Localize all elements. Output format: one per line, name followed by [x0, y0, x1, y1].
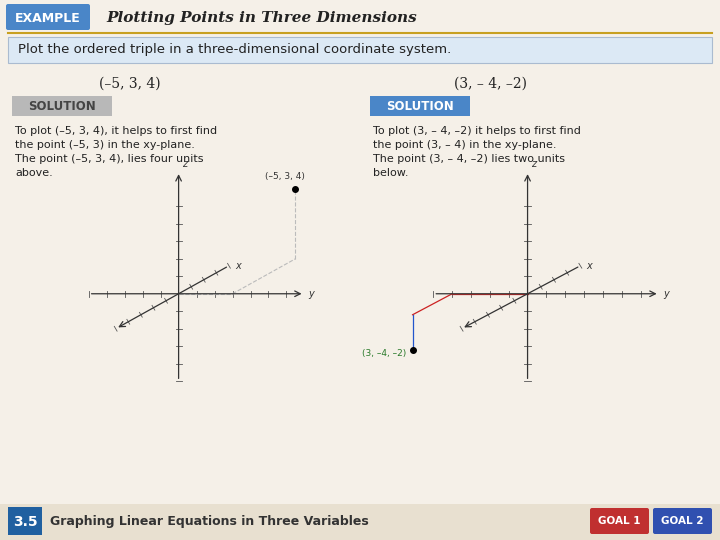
Text: EXAMPLE: EXAMPLE	[15, 11, 81, 24]
Text: y: y	[308, 289, 314, 299]
Text: x: x	[587, 261, 593, 271]
Text: SOLUTION: SOLUTION	[386, 99, 454, 112]
Text: (–5, 3, 4): (–5, 3, 4)	[99, 77, 161, 91]
Text: the point (–5, 3) in the xy-plane.: the point (–5, 3) in the xy-plane.	[15, 140, 195, 150]
Text: the point (3, – 4) in the xy-plane.: the point (3, – 4) in the xy-plane.	[373, 140, 557, 150]
Text: y: y	[664, 289, 670, 299]
Text: 3.5: 3.5	[13, 515, 37, 529]
Text: Plotting Points in Three Dimensions: Plotting Points in Three Dimensions	[106, 11, 417, 25]
FancyBboxPatch shape	[0, 504, 720, 540]
Text: SOLUTION: SOLUTION	[28, 99, 96, 112]
FancyBboxPatch shape	[8, 37, 712, 63]
FancyBboxPatch shape	[12, 96, 112, 116]
Text: Plot the ordered triple in a three-dimensional coordinate system.: Plot the ordered triple in a three-dimen…	[18, 44, 451, 57]
Text: x: x	[235, 261, 240, 271]
Text: To plot (–5, 3, 4), it helps to first find: To plot (–5, 3, 4), it helps to first fi…	[15, 126, 217, 136]
Text: below.: below.	[373, 168, 408, 178]
Text: z: z	[181, 159, 186, 170]
Text: The point (3, – 4, –2) lies two units: The point (3, – 4, –2) lies two units	[373, 154, 565, 164]
Text: The point (–5, 3, 4), lies four units: The point (–5, 3, 4), lies four units	[15, 154, 204, 164]
Text: GOAL 2: GOAL 2	[661, 516, 703, 526]
Text: (–5, 3, 4): (–5, 3, 4)	[266, 172, 305, 181]
FancyBboxPatch shape	[8, 507, 42, 535]
FancyBboxPatch shape	[370, 96, 470, 116]
FancyBboxPatch shape	[6, 4, 90, 30]
Text: (3, – 4, –2): (3, – 4, –2)	[454, 77, 526, 91]
Text: To plot (3, – 4, –2) it helps to first find: To plot (3, – 4, –2) it helps to first f…	[373, 126, 581, 136]
Text: above.: above.	[15, 168, 53, 178]
Text: Graphing Linear Equations in Three Variables: Graphing Linear Equations in Three Varia…	[50, 516, 369, 529]
Text: z: z	[531, 159, 536, 170]
Text: (3, –4, –2): (3, –4, –2)	[362, 349, 407, 357]
Text: GOAL 1: GOAL 1	[598, 516, 640, 526]
FancyBboxPatch shape	[590, 508, 649, 534]
FancyBboxPatch shape	[653, 508, 712, 534]
